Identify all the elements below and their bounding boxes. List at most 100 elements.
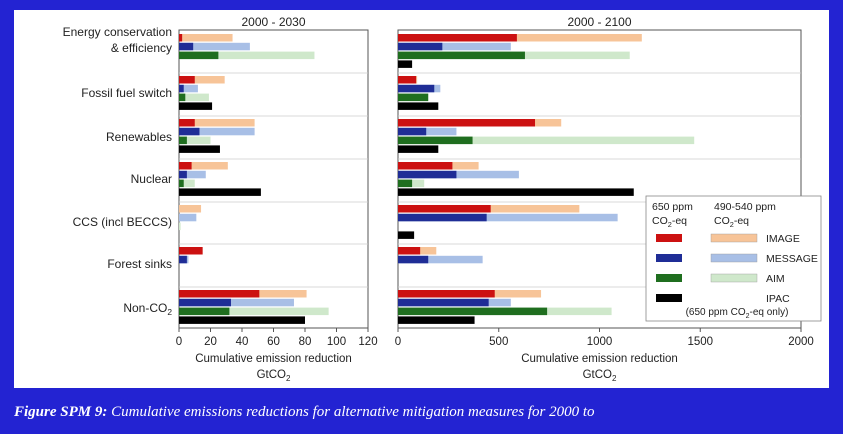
bar-message-650 [179,255,187,264]
bar-aim-650 [179,93,186,102]
bar-message-490-540 [179,84,198,93]
figure-panel: 2000 - 2030 0 20 40 60 80 100 120 Cumulative emi… [14,10,829,388]
bar-message-490-540 [398,42,511,51]
legend-header-490-540-unit: CO2-eq [714,215,749,229]
bar-message-650 [398,127,427,136]
bar-image-490-540 [179,119,255,127]
x-tick-label: 2000 [788,336,814,348]
bar-aim-650 [179,307,230,316]
bar-message-650 [179,42,194,51]
x-tick-label: 1500 [687,336,713,348]
bar-image-650 [179,119,195,127]
x-axis-label: Cumulative emission reduction [195,353,352,365]
bar-aim-650 [179,179,184,188]
bar-aim-650 [398,136,473,145]
category-label-nonco2: Non-CO2 [123,301,172,317]
bar-message-490-540 [398,213,618,222]
legend-swatch-490-540 [710,273,758,283]
bar-ipac-650 [398,145,439,153]
bar-message-490-540 [179,127,255,136]
bar-message-490-540 [179,298,294,307]
bar-message-650 [398,298,489,307]
x-tick-label: 100 [327,336,346,348]
x-tick-label: 1000 [587,336,613,348]
bar-message-650 [398,213,487,222]
x-tick-label: 80 [299,336,312,348]
legend-swatch-490-540 [710,253,758,263]
category-label-nuclear: Nuclear [131,172,172,186]
legend-header-650-unit: CO2-eq [652,215,687,229]
bar-image-650 [179,76,195,84]
category-label-energy: Energy conservation & efficiency [63,25,172,55]
bar-aim-490-540 [398,136,695,145]
bar-message-650 [398,170,457,179]
bar-ipac-650 [398,231,415,239]
bar-message-490-540 [179,170,206,179]
bar-aim-650 [398,307,548,316]
bar-aim-490-540 [179,179,195,188]
bar-image-650 [179,34,183,42]
bar-message-490-540 [398,255,483,264]
bar-image-490-540 [179,162,228,170]
x-tick-label: 0 [395,336,401,348]
x-tick-label: 0 [176,336,182,348]
bar-image-490-540 [179,34,233,42]
bar-image-490-540 [398,34,642,42]
legend-header-650: 650 ppm [652,201,693,213]
bar-image-650 [179,247,203,255]
plot-frame [178,29,369,329]
bar-image-650 [398,76,417,84]
bar-image-650 [398,247,421,255]
bar-chart: 2000 - 2030 0 20 40 60 80 100 120 Cumulative emi… [63,15,822,383]
bar-aim-490-540 [179,136,211,145]
bar-message-650 [179,298,231,307]
bar-message-490-540 [179,213,197,222]
bar-message-650 [179,84,184,93]
bar-message-650 [398,84,435,93]
bar-ipac-650 [179,316,305,324]
legend: 650 ppm CO2-eq 490-540 ppm CO2-eq IMAGE MESSA… [645,195,822,322]
x-tick-label: 40 [236,336,249,348]
bar-aim-650 [398,93,429,102]
bar-message-490-540 [398,127,457,136]
panel-title: 2000 - 2030 [241,15,305,29]
legend-swatch-650 [656,294,682,302]
category-label-renewables: Renewables [106,130,172,144]
bar-aim-490-540 [179,51,315,60]
bar-image-650 [398,290,495,298]
category-label-fossil: Fossil fuel switch [81,86,172,100]
legend-swatch-650 [656,234,682,242]
x-tick-label: 20 [204,336,217,348]
legend-label-image: IMAGE [766,233,800,245]
x-tick-label: 500 [489,336,508,348]
bar-ipac-650 [398,316,475,324]
bar-image-650 [398,162,453,170]
caption-text: Cumulative emissions reductions for alte… [111,404,595,420]
bar-aim-650 [398,179,413,188]
legend-swatch-650 [656,274,682,282]
category-label-forest: Forest sinks [107,257,172,271]
bar-message-650 [398,42,443,51]
panel-title: 2000 - 2100 [567,15,631,29]
bar-aim-650 [179,51,219,60]
legend-label-ipac: IPAC [766,293,790,305]
x-tick-label: 60 [267,336,280,348]
figure-caption: Figure SPM 9: Cumulative emissions reduc… [14,404,829,421]
x-tick-label: 120 [358,336,377,348]
legend-ipac-note: (650 ppm CO2-eq only) [686,307,789,320]
bar-message-650 [179,170,187,179]
bar-image-490-540 [179,76,225,84]
x-axis-unit: GtCO2 [257,369,291,383]
category-label-ccs: CCS (incl BECCS) [73,215,172,229]
legend-label-message: MESSAGE [766,253,818,265]
bar-message-650 [398,255,429,264]
bar-image-650 [398,205,491,213]
bar-image-650 [179,162,192,170]
bar-aim-490-540 [179,222,181,231]
bar-aim-650 [179,136,187,145]
legend-swatch-650 [656,254,682,262]
bar-aim-490-540 [179,307,329,316]
bar-image-650 [398,34,517,42]
bar-aim-650 [398,51,525,60]
bar-ipac-650 [398,188,634,196]
